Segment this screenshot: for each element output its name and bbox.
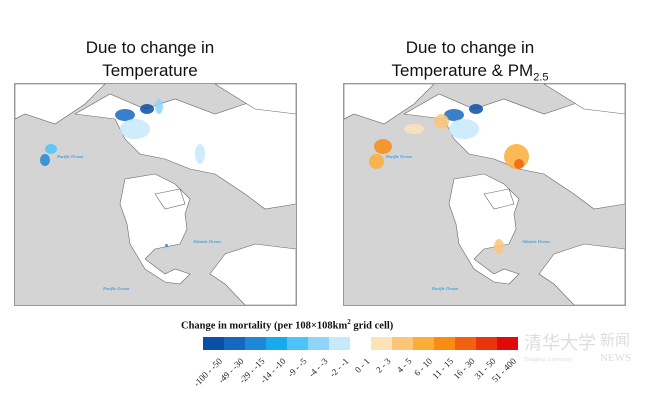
land-area	[15, 84, 106, 125]
legend-label: 11 - 15	[430, 356, 456, 381]
legend-swatch	[329, 337, 350, 350]
map-temperature: Pacific Ocean Atlantic Ocean Pacific Oce…	[14, 83, 297, 306]
ocean-label: Pacific Ocean	[432, 286, 459, 291]
mortality-patch	[374, 139, 392, 154]
watermark-university-name: 清华大学	[524, 333, 596, 353]
legend-title-text: Change in mortality (per 108×108km	[181, 320, 348, 332]
legend-title-sup: 2	[347, 318, 351, 326]
mortality-patch	[45, 144, 57, 154]
legend-swatch	[224, 337, 245, 350]
map-temperature-pm25: Pacific Ocean Atlantic Ocean Pacific Oce…	[343, 83, 626, 306]
legend-swatch	[287, 337, 308, 350]
mortality-patch	[140, 104, 154, 114]
ocean-label: Atlantic Ocean	[522, 239, 550, 244]
watermark-news-chinese: 新闻	[600, 333, 631, 349]
title-line: Temperature & PM	[391, 61, 534, 80]
mortality-patch	[40, 154, 50, 166]
mortality-patch	[155, 99, 163, 114]
land-area	[214, 84, 296, 115]
legend-label: -9 - -5	[285, 356, 309, 379]
legend-swatch	[392, 337, 413, 350]
legend-label: 16 - 30	[450, 356, 477, 382]
land-area	[538, 243, 625, 305]
ocean-label: Atlantic Ocean	[193, 239, 221, 244]
map-graphic	[344, 84, 625, 305]
title-line: Temperature	[102, 61, 198, 80]
legend-label: 4 - 5	[394, 356, 414, 375]
title-line: Due to change in	[405, 38, 535, 57]
legend-swatch	[203, 337, 224, 350]
land-area	[483, 188, 515, 210]
land-area	[344, 84, 435, 125]
mortality-patch	[449, 119, 479, 139]
legend-label: 0 - 1	[352, 356, 372, 375]
mortality-patch	[120, 119, 150, 139]
panel-title-temperature-pm25: Due to change in Temperature & PM2.5	[320, 36, 620, 89]
mortality-patch	[514, 159, 524, 169]
land-area	[154, 188, 186, 210]
mortality-patch	[165, 244, 168, 247]
mortality-patch	[444, 109, 464, 121]
land-area	[209, 243, 296, 305]
legend-swatch	[434, 337, 455, 350]
mortality-patch	[469, 104, 483, 114]
mortality-patch	[434, 114, 449, 129]
mortality-patch	[494, 239, 504, 254]
mortality-patch	[369, 154, 384, 169]
legend-swatch	[266, 337, 287, 350]
legend-swatch	[371, 337, 392, 350]
legend-swatch	[308, 337, 329, 350]
mortality-patch	[195, 144, 205, 164]
title-subscript: 2.5	[533, 71, 549, 84]
watermark-news: NEWS	[600, 352, 632, 364]
title-line: Due to change in	[85, 38, 215, 57]
ocean-label: Pacific Ocean	[386, 154, 413, 159]
legend-swatch	[350, 337, 371, 350]
watermark-university-english: Tsinghua University	[524, 357, 573, 363]
legend-title: Change in mortality (per 108×108km2 grid…	[181, 318, 393, 332]
map-graphic	[15, 84, 296, 305]
mortality-patch	[115, 109, 135, 121]
ocean-label: Pacific Ocean	[57, 154, 84, 159]
legend-label: 2 - 3	[373, 356, 393, 375]
land-area	[543, 84, 625, 115]
legend-label: -4 - -3	[306, 356, 330, 379]
panel-title-temperature: Due to change in Temperature	[0, 36, 300, 82]
legend-label: -100 - -50	[191, 356, 225, 389]
legend-swatch	[455, 337, 476, 350]
legend-swatch	[245, 337, 266, 350]
legend-swatch	[413, 337, 434, 350]
legend-title-end: grid cell)	[350, 320, 394, 332]
legend-label: -2 - -1	[327, 356, 351, 379]
ocean-label: Pacific Ocean	[103, 286, 130, 291]
legend-swatch	[476, 337, 497, 350]
mortality-patch	[404, 124, 424, 134]
legend-swatch	[497, 337, 518, 350]
